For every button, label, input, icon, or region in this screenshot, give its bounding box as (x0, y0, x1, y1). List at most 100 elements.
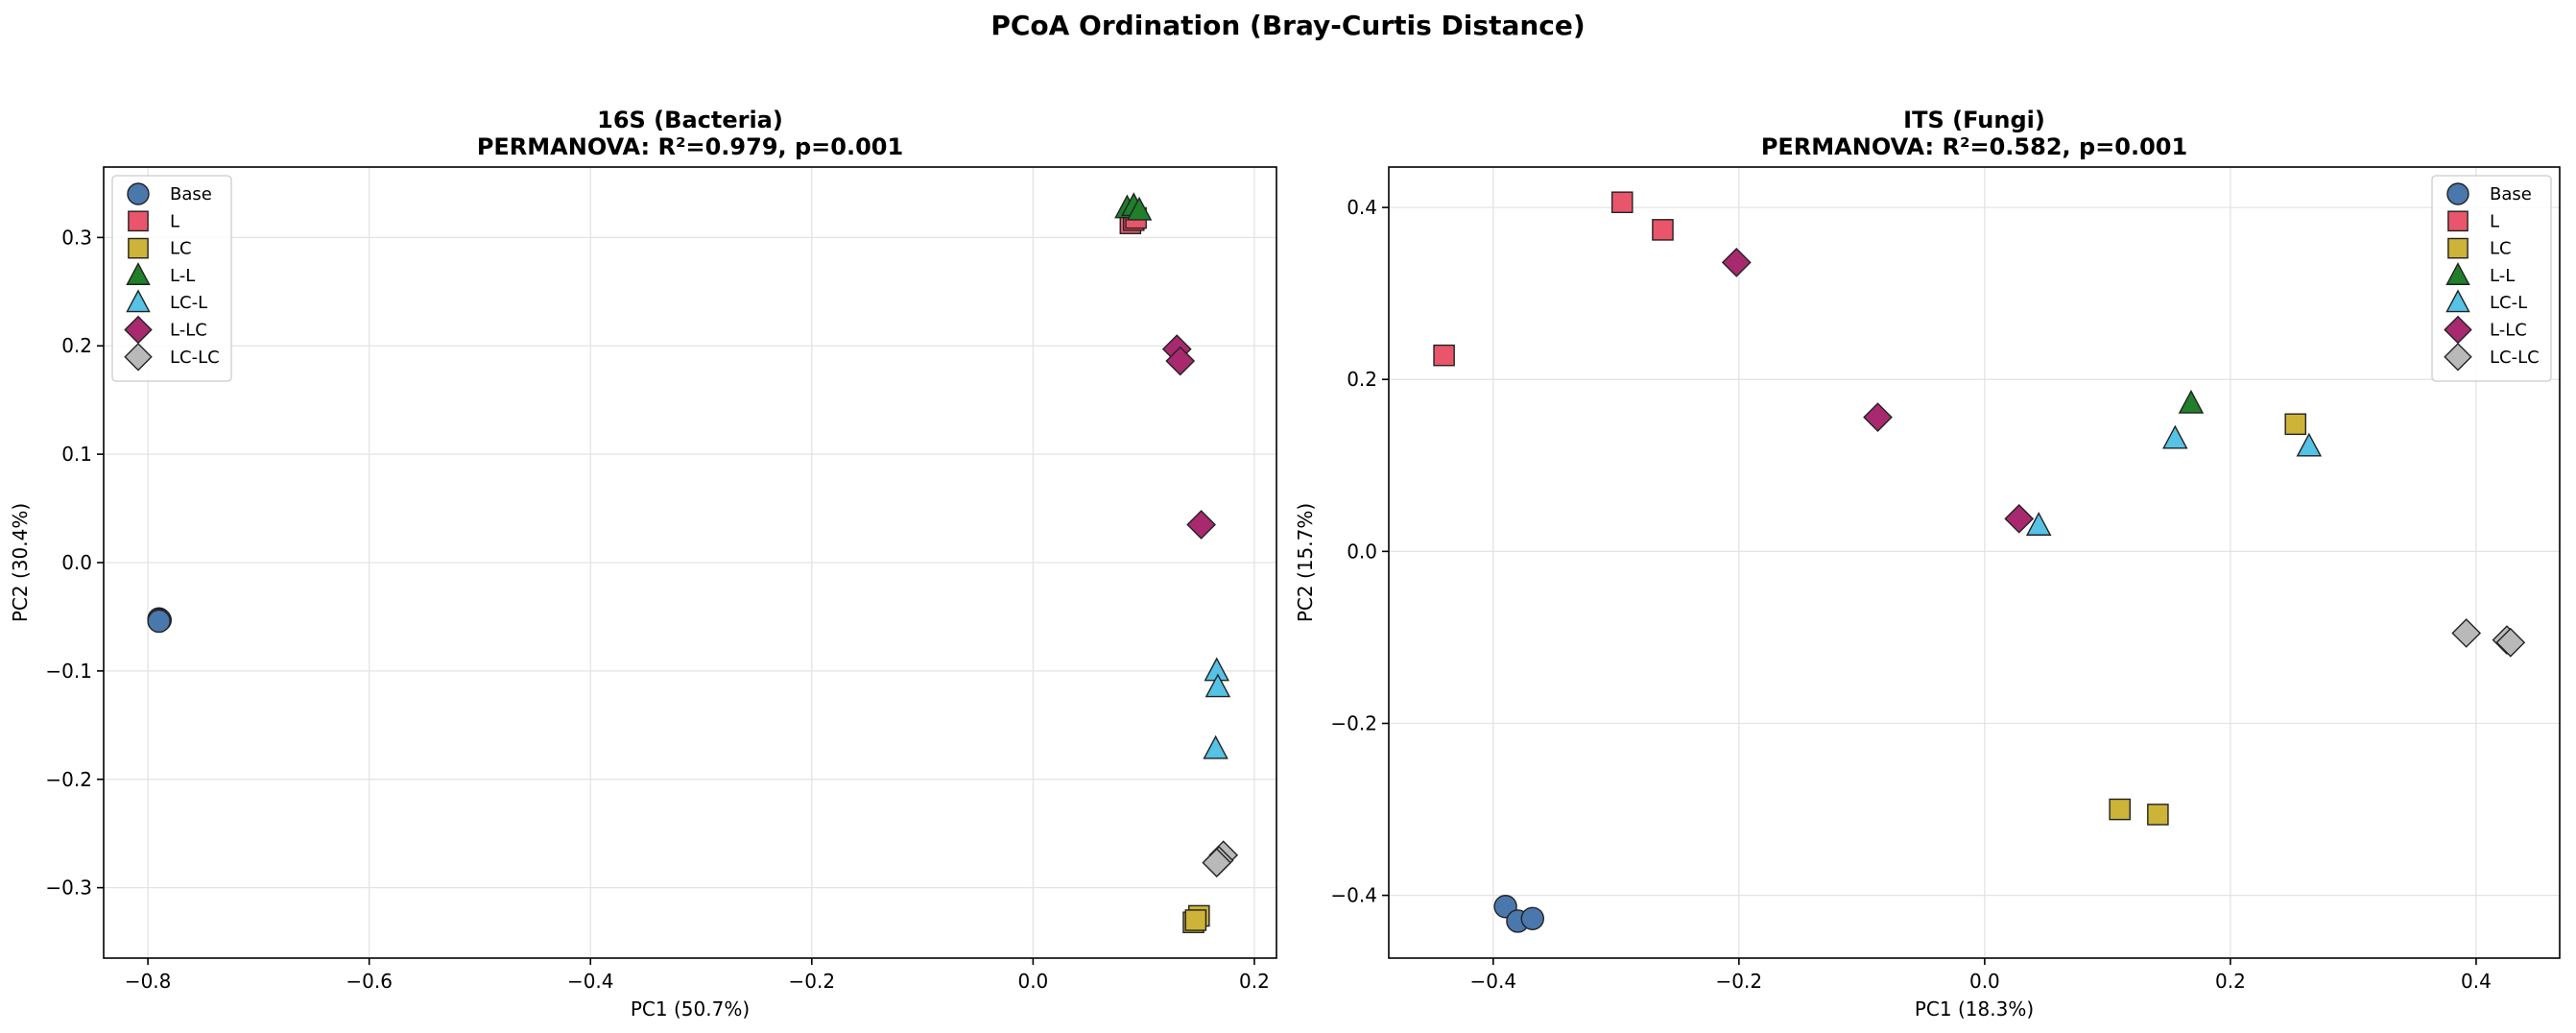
legend: Base L LC L-L LC-L L-LC LC-LC (111, 175, 232, 382)
y-tick-label: 0.2 (1347, 368, 1377, 391)
legend-marker (2447, 210, 2469, 232)
legend-label: LC (170, 239, 192, 259)
data-point (1652, 219, 1674, 241)
legend-label: Base (170, 184, 212, 204)
x-tick-label: 0.2 (2215, 970, 2246, 993)
data-point (2147, 804, 2169, 826)
series-l (1433, 191, 1674, 367)
y-tick-label: −0.3 (45, 877, 92, 900)
legend-label: LC-LC (170, 348, 220, 368)
y-tick-label: −0.2 (1330, 711, 1377, 734)
data-point (2004, 503, 2035, 534)
panel-title: ITS (Fungi) (1903, 107, 2045, 133)
y-tick-label: −0.4 (1330, 884, 1377, 907)
x-tick-label: −0.8 (125, 970, 172, 993)
panel-subtitle: PERMANOVA: R²=0.979, p=0.001 (477, 133, 903, 160)
legend-item: LC (128, 237, 192, 259)
grid (104, 167, 1276, 958)
x-axis-ticks: −0.8 −0.6 −0.4 −0.2 0.0 0.2 (125, 958, 1270, 993)
data-point (1863, 402, 1893, 432)
data-point (1520, 906, 1544, 930)
legend-item: L (2447, 210, 2499, 232)
legend-label: L-L (170, 266, 195, 286)
legend-item: LC-L (2445, 289, 2527, 313)
legend-marker (126, 289, 151, 313)
x-tick-label: 0.0 (1969, 970, 2000, 993)
legend-item: L-L (2445, 262, 2515, 286)
x-tick-label: −0.2 (789, 970, 836, 993)
legend-label: LC-L (2490, 293, 2527, 313)
series-lc (1182, 904, 1210, 934)
legend-marker (128, 210, 149, 232)
data-point (1433, 344, 1455, 367)
series-lc-lc (2451, 618, 2526, 658)
series-l-lc (1721, 248, 2035, 534)
legend-marker (128, 237, 149, 259)
series-lc-l (2025, 424, 2323, 536)
y-tick-label: 0.3 (61, 226, 92, 249)
data-points (147, 192, 1239, 934)
legend-marker (124, 343, 153, 372)
y-tick-label: 0.1 (61, 443, 92, 466)
series-base (147, 607, 172, 634)
legend-marker (2445, 289, 2470, 313)
data-point (1202, 848, 1232, 878)
legend-item: Base (127, 182, 212, 205)
legend-item: LC-LC (124, 343, 220, 372)
x-tick-label: 0.4 (2461, 970, 2492, 993)
y-tick-label: −0.1 (45, 660, 92, 683)
y-axis-ticks: −0.4 −0.2 0.0 0.2 0.4 (1330, 196, 1389, 907)
data-point (1205, 673, 1231, 698)
data-point (1126, 196, 1153, 221)
panel-title: 16S (Bacteria) (597, 107, 783, 133)
legend-marker (2444, 343, 2472, 372)
panel-16s-bacteria: 16S (Bacteria)PERMANOVA: R²=0.979, p=0.0… (9, 107, 1277, 1021)
x-tick-label: −0.2 (1716, 970, 1763, 993)
data-points (1433, 191, 2526, 933)
x-tick-label: 0.2 (1239, 970, 1270, 993)
data-point (2296, 432, 2323, 457)
series-l-l (2178, 389, 2205, 414)
legend-label: L (170, 211, 179, 231)
legend-item: Base (2446, 182, 2532, 205)
legend-marker (2445, 262, 2470, 285)
legend-item: L-L (126, 262, 195, 286)
legend-label: Base (2490, 184, 2532, 204)
x-tick-label: −0.4 (567, 970, 614, 993)
series-lc (2109, 413, 2307, 826)
x-tick-label: −0.4 (1470, 970, 1517, 993)
series-lc-lc (1202, 840, 1239, 878)
x-axis-ticks: −0.4 −0.2 0.0 0.2 0.4 (1470, 958, 2492, 993)
data-point (2025, 512, 2052, 536)
x-tick-label: 0.0 (1017, 970, 1048, 993)
y-tick-label: 0.0 (1347, 540, 1377, 563)
legend-label: LC-L (170, 293, 207, 313)
y-tick-label: 0.0 (61, 551, 92, 574)
legend: Base L LC L-L LC-L L-LC LC-LC (2431, 175, 2552, 382)
data-point (1721, 248, 1752, 277)
legend-label: L-LC (2490, 321, 2527, 341)
legend-marker (127, 182, 150, 205)
x-tick-label: −0.6 (346, 970, 393, 993)
panel-subtitle: PERMANOVA: R²=0.582, p=0.001 (1761, 133, 2187, 160)
series-lc-l (1203, 657, 1231, 759)
series-l-lc (1161, 334, 1216, 540)
y-tick-label: 0.2 (61, 334, 92, 357)
data-point (1203, 734, 1228, 759)
y-axis-label: PC2 (15.7%) (1294, 503, 1317, 622)
y-tick-label: −0.2 (45, 768, 92, 791)
data-point (1186, 510, 1216, 540)
legend-item: LC (2447, 237, 2512, 259)
legend-item: L (128, 210, 179, 232)
plot-frame (1388, 166, 2561, 959)
data-point (147, 609, 171, 634)
legend-item: LC-L (126, 289, 207, 313)
data-point (1610, 191, 1634, 214)
x-axis-label: PC1 (50.7%) (631, 997, 750, 1021)
x-axis-label: PC1 (18.3%) (1915, 997, 2034, 1021)
figure-title: PCoA Ordination (Bray-Curtis Distance) (990, 10, 1585, 41)
legend-item: LC-LC (2444, 343, 2540, 372)
legend-label: LC (2490, 239, 2512, 259)
legend-label: LC-LC (2490, 348, 2540, 368)
panel-its-fungi: ITS (Fungi)PERMANOVA: R²=0.582, p=0.001 −… (1294, 107, 2561, 1021)
